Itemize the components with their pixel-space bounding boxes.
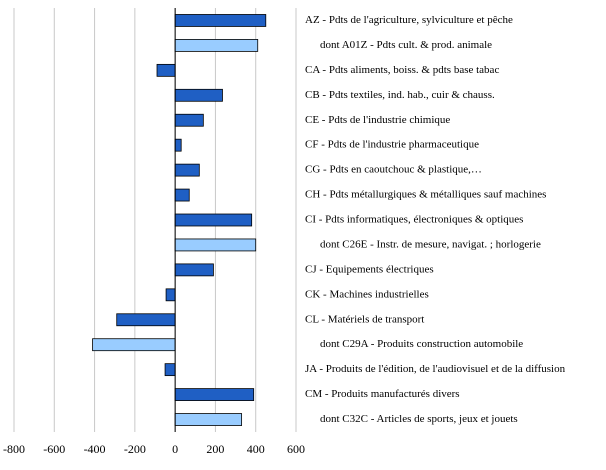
category-label: JA - Produits de l'édition, de l'audiovi… (305, 363, 566, 375)
category-label: CA - Pdts aliments, boiss. & pdts base t… (305, 64, 499, 76)
bar (174, 113, 204, 127)
bar (174, 39, 259, 52)
x-tick-label: 400 (247, 442, 265, 456)
x-tick-label: 600 (287, 442, 305, 456)
category-label: dont A01Z - Pdts cult. & prod. animale (320, 39, 492, 51)
category-label: CL - Matériels de transport (305, 313, 424, 325)
category-label: dont C26E - Instr. de mesure, navigat. ;… (320, 238, 541, 250)
bar (174, 138, 182, 152)
category-label: dont C32C - Articles de sports, jeux et … (320, 413, 518, 425)
bar (174, 14, 267, 27)
category-label: AZ - Pdts de l'agriculture, sylviculture… (305, 14, 513, 26)
bar (174, 163, 200, 177)
bar (174, 213, 253, 227)
x-tick-label: -400 (84, 442, 106, 456)
bar (165, 288, 176, 302)
bar (164, 363, 176, 377)
bar (174, 388, 255, 401)
category-label: CH - Pdts métallurgiques & métalliques s… (305, 189, 546, 201)
category-label: CB - Pdts textiles, ind. hab., cuir & ch… (305, 89, 495, 101)
category-label: CF - Pdts de l'industrie pharmaceutique (305, 139, 479, 151)
category-label: CG - Pdts en caoutchouc & plastique,… (305, 164, 482, 176)
category-label: CE - Pdts de l'industrie chimique (305, 114, 450, 126)
x-tick-label: 0 (172, 442, 178, 456)
x-tick-label: 200 (206, 442, 224, 456)
x-tick-label: -600 (43, 442, 65, 456)
bar (174, 238, 257, 252)
category-label: CM - Produits manufacturés divers (305, 388, 460, 400)
bar (92, 338, 176, 352)
bar (174, 413, 243, 426)
bar (174, 263, 214, 277)
bar (156, 63, 176, 77)
bar (116, 313, 176, 327)
category-label: CI - Pdts informatiques, électroniques &… (305, 214, 523, 226)
x-tick-label: -200 (124, 442, 146, 456)
bar (174, 88, 223, 102)
x-tick-label: -800 (3, 442, 25, 456)
category-label: CK - Machines industrielles (305, 288, 429, 300)
category-label: CJ - Equipements électriques (305, 263, 434, 275)
bar (174, 188, 190, 202)
category-label: dont C29A - Produits construction automo… (320, 338, 523, 350)
